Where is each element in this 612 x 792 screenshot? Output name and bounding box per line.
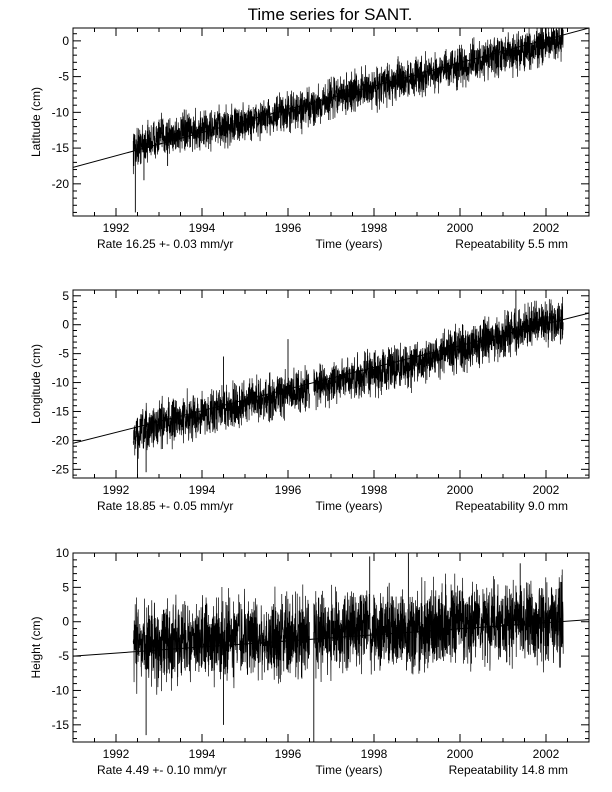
longitude-series-1 xyxy=(313,296,564,411)
height-series-0 xyxy=(132,584,310,695)
longitude-repeatability-label: Repeatability 9.0 mm xyxy=(455,499,568,513)
height-ytick-label: 0 xyxy=(62,615,69,629)
height-repeatability-label: Repeatability 14.8 mm xyxy=(449,763,568,777)
latitude-panel: 1992 1994 1996 1998 2000 2002 -20 -15 -10 -5 0 Lati… xyxy=(29,27,590,251)
height-xtick-label: 1998 xyxy=(361,747,388,761)
height-ylabel: Height (cm) xyxy=(29,616,43,678)
longitude-ytick-label: 5 xyxy=(62,289,69,303)
height-xtick-label: 2000 xyxy=(447,747,474,761)
longitude-ylabel: Longitude (cm) xyxy=(29,344,43,424)
height-trend-line xyxy=(73,619,589,657)
height-ytick-label: -10 xyxy=(52,683,70,697)
height-series-1 xyxy=(313,569,564,682)
longitude-ytick-label: -20 xyxy=(52,433,70,447)
latitude-ytick-label: -10 xyxy=(52,105,70,119)
latitude-xtick-label: 1994 xyxy=(189,221,216,235)
latitude-xtick-label: 1992 xyxy=(103,221,130,235)
longitude-ytick-label: -5 xyxy=(58,347,69,361)
longitude-ytick-label: 0 xyxy=(62,318,69,332)
longitude-panel: 1992 1994 1996 1998 2000 2002 -25 -20 -15 -10 -5 0 5… xyxy=(29,289,590,513)
longitude-trend-line xyxy=(73,312,589,444)
latitude-ytick-label: -5 xyxy=(58,70,69,84)
longitude-xtick-label: 2002 xyxy=(533,483,560,497)
longitude-xlabel: Time (years) xyxy=(316,499,383,513)
latitude-xtick-label: 1996 xyxy=(275,221,302,235)
latitude-repeatability-label: Repeatability 5.5 mm xyxy=(455,237,568,251)
height-ytick-label: -15 xyxy=(52,718,70,732)
latitude-xtick-label: 1998 xyxy=(361,221,388,235)
height-xtick-label: 1996 xyxy=(275,747,302,761)
height-rate-label: Rate 4.49 +- 0.10 mm/yr xyxy=(97,763,227,777)
latitude-xlabel: Time (years) xyxy=(316,237,383,251)
latitude-xtick-label: 2000 xyxy=(447,221,474,235)
latitude-ytick-label: 0 xyxy=(62,34,69,48)
height-ytick-label: 10 xyxy=(56,546,70,560)
longitude-series-0 xyxy=(132,365,310,459)
latitude-rate-label: Rate 16.25 +- 0.03 mm/yr xyxy=(97,237,233,251)
longitude-ytick-label: -10 xyxy=(52,376,70,390)
longitude-ytick-label: -15 xyxy=(52,404,70,418)
longitude-xtick-label: 1996 xyxy=(275,483,302,497)
height-xlabel: Time (years) xyxy=(316,763,383,777)
longitude-xtick-label: 1998 xyxy=(361,483,388,497)
height-ytick-label: 5 xyxy=(62,580,69,594)
height-xtick-label: 1992 xyxy=(103,747,130,761)
latitude-trend-line xyxy=(73,28,589,168)
longitude-xtick-label: 1994 xyxy=(189,483,216,497)
latitude-series-0 xyxy=(132,28,564,175)
longitude-rate-label: Rate 18.85 +- 0.05 mm/yr xyxy=(97,499,233,513)
latitude-ylabel: Latitude (cm) xyxy=(29,87,43,157)
height-xtick-label: 1994 xyxy=(189,747,216,761)
height-xtick-label: 2002 xyxy=(533,747,560,761)
height-ytick-label: -5 xyxy=(58,649,69,663)
longitude-ytick-label: -25 xyxy=(52,462,70,476)
latitude-ytick-label: -15 xyxy=(52,141,70,155)
figure-title: Time series for SANT. xyxy=(248,5,413,24)
height-panel: 1992 1994 1996 1998 2000 2002 -15 -10 -5 0 5 10 Heig… xyxy=(29,546,590,777)
longitude-xtick-label: 2000 xyxy=(447,483,474,497)
latitude-ytick-label: -20 xyxy=(52,177,70,191)
longitude-xtick-label: 1992 xyxy=(103,483,130,497)
latitude-xtick-label: 2002 xyxy=(533,221,560,235)
